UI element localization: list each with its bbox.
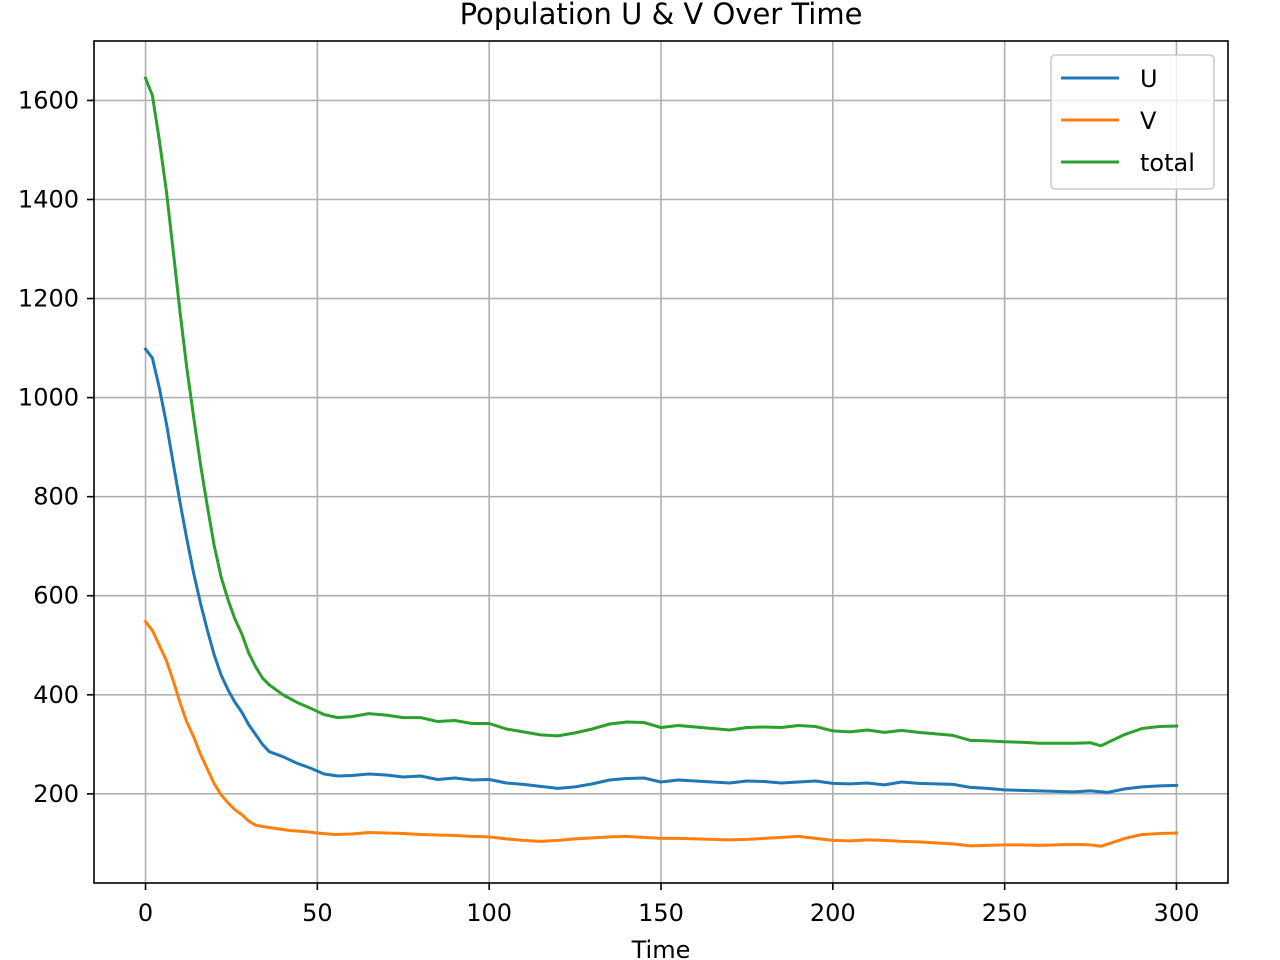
y-tick-label: 800	[33, 483, 79, 511]
legend-label-U: U	[1140, 65, 1158, 93]
x-tick-label: 200	[810, 899, 856, 927]
series-line-U	[143, 346, 1179, 794]
x-tick-label: 50	[302, 899, 333, 927]
legend-label-total: total	[1140, 149, 1195, 177]
legend-box	[1050, 54, 1215, 190]
y-tick-label: 600	[33, 582, 79, 610]
series-line-V	[143, 619, 1179, 848]
y-tick-label: 1200	[18, 285, 79, 313]
legend-label-V: V	[1140, 107, 1157, 135]
x-tick-label: 150	[638, 899, 684, 927]
x-tick-label: 300	[1154, 899, 1200, 927]
series-layer	[143, 76, 1179, 848]
y-tick-label: 400	[33, 681, 79, 709]
chart-title: Population U & V Over Time	[460, 0, 863, 31]
x-tick-label: 250	[982, 899, 1028, 927]
series-line-total	[143, 76, 1179, 748]
axis-ticks: 0 50 100 150 200 250 300 200 400 600 800 1000 1200 14…	[18, 86, 1199, 927]
x-tick-label: 0	[138, 899, 153, 927]
y-tick-label: 1400	[18, 185, 79, 213]
x-axis-label: Time	[631, 936, 691, 960]
x-tick-label: 100	[466, 899, 512, 927]
y-tick-label: 1600	[18, 86, 79, 114]
y-tick-label: 1000	[18, 384, 79, 412]
y-tick-label: 200	[33, 780, 79, 808]
